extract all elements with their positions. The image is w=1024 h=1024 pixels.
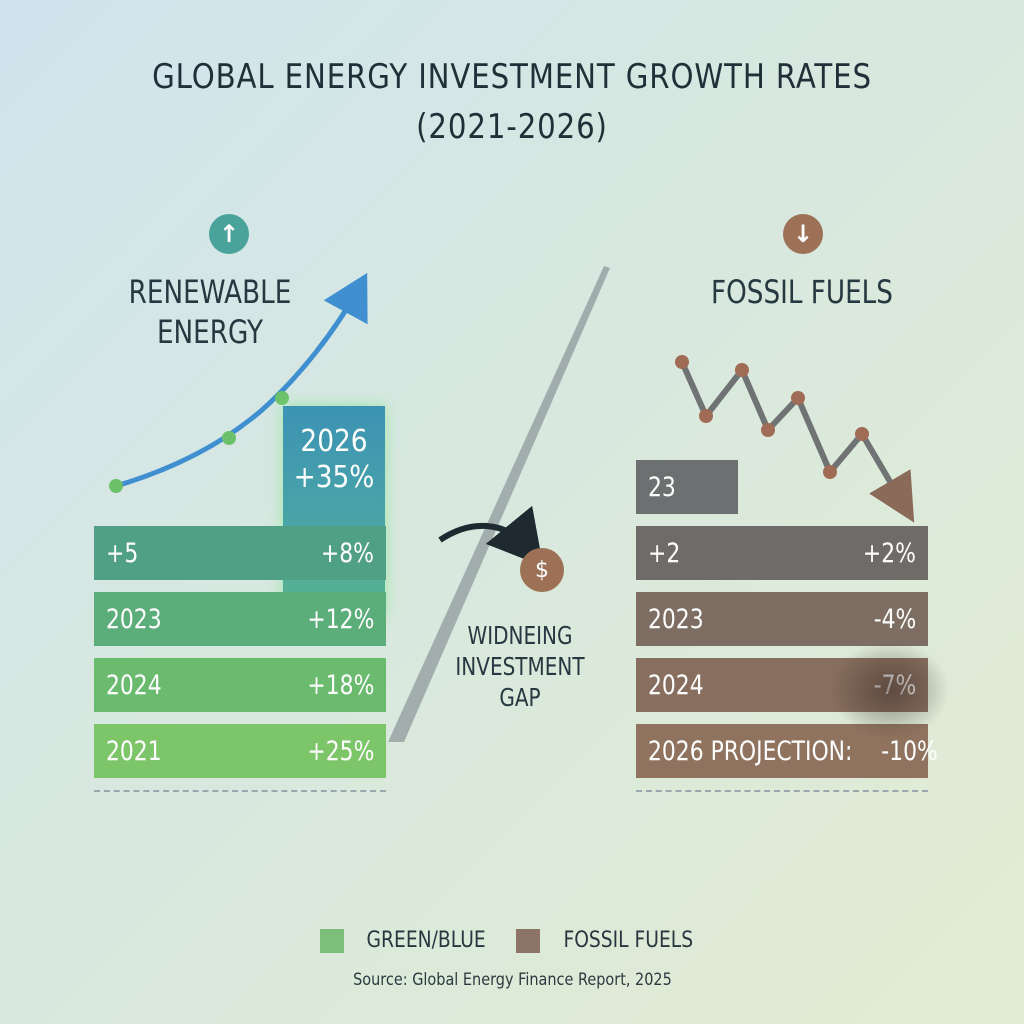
renewable-bar: +5 +8%	[94, 526, 386, 580]
gap-label-line2: INVESTMENT	[455, 652, 585, 681]
renewable-bar: 2024 +18%	[94, 658, 386, 712]
fossil-bar-value: +2%	[862, 537, 916, 569]
dollar-coin-icon: $	[520, 548, 564, 592]
fossil-bar-value: -4%	[873, 603, 916, 635]
dollar-symbol: $	[535, 557, 549, 583]
renewable-bar-label: 2021	[106, 735, 162, 767]
fossil-bar-label: 2024	[648, 669, 704, 701]
arrow-down-icon: ↓	[783, 214, 823, 254]
renewable-label-line2: ENERGY	[156, 313, 264, 351]
renewable-bar-value: +8%	[320, 537, 374, 569]
source-note: Source: Global Energy Finance Report, 20…	[0, 970, 1024, 990]
renewable-bar-value: +25%	[307, 735, 374, 767]
gap-divider	[388, 266, 610, 742]
legend-item: GREEN/BLUE	[319, 928, 496, 953]
curve-point	[109, 479, 123, 493]
fossil-bar: 2023 -4%	[636, 592, 928, 646]
gap-arrow	[438, 505, 544, 567]
fossil-bar-label: 2023	[648, 603, 704, 635]
chart-title-line1: GLOBAL ENERGY INVESTMENT GROWTH RATES	[152, 57, 872, 97]
gap-label: WIDNEING INVESTMENT GAP	[448, 620, 592, 713]
fossil-bar-value: -10%	[881, 735, 938, 767]
fossil-bar-label: +2	[648, 537, 681, 569]
fossil-bar: +2 +2%	[636, 526, 928, 580]
curve-point	[275, 391, 289, 405]
legend: GREEN/BLUE FOSSIL FUELS	[0, 928, 1024, 953]
decline-point	[823, 465, 837, 479]
arrow-up-icon: ↑	[209, 214, 249, 254]
smudge-mark	[830, 640, 950, 740]
fossil-top-box-label: 23	[648, 471, 676, 503]
gap-label-line1: WIDNEING	[467, 621, 573, 650]
chart-title: GLOBAL ENERGY INVESTMENT GROWTH RATES (2…	[72, 52, 953, 152]
renewable-bar: 2021 +25%	[94, 724, 386, 778]
highlight-value: +35%	[293, 460, 375, 495]
highlight-year: 2026	[300, 424, 368, 459]
decline-point	[675, 355, 689, 369]
renewable-bar-value: +18%	[307, 669, 374, 701]
renewable-bar-label: +5	[106, 537, 139, 569]
legend-swatch	[515, 928, 540, 953]
legend-item: FOSSIL FUELS	[515, 928, 705, 953]
curve-point	[222, 431, 236, 445]
renewable-label: RENEWABLE ENERGY	[128, 272, 292, 352]
decline-point	[699, 409, 713, 423]
gap-label-line3: GAP	[499, 683, 541, 712]
highlight-bar-2026: 2026 +35%	[283, 406, 385, 616]
decline-point	[735, 363, 749, 377]
fossil-baseline	[636, 790, 928, 792]
fossil-top-box: 23	[636, 460, 738, 514]
legend-label: FOSSIL FUELS	[563, 928, 693, 953]
source-text: Source: Global Energy Finance Report, 20…	[352, 970, 672, 990]
fossil-decline-line	[679, 360, 915, 523]
renewable-bar-label: 2024	[106, 669, 162, 701]
legend-swatch	[319, 928, 344, 953]
renewable-growth-curve	[115, 272, 368, 489]
renewable-bar-label: 2023	[106, 603, 162, 635]
renewable-label-line1: RENEWABLE	[128, 273, 292, 311]
fossil-bar-label: 2026 PROJECTION:	[648, 735, 853, 767]
decline-point	[791, 391, 805, 405]
renewable-baseline	[94, 790, 386, 792]
decline-point	[761, 423, 775, 437]
renewable-bar: 2023 +12%	[94, 592, 386, 646]
renewable-bar-value: +12%	[307, 603, 374, 635]
legend-label: GREEN/BLUE	[366, 928, 486, 953]
chart-title-line2: (2021-2026)	[416, 107, 608, 147]
decline-point	[855, 427, 869, 441]
fossil-label: FOSSIL FUELS	[711, 273, 893, 311]
